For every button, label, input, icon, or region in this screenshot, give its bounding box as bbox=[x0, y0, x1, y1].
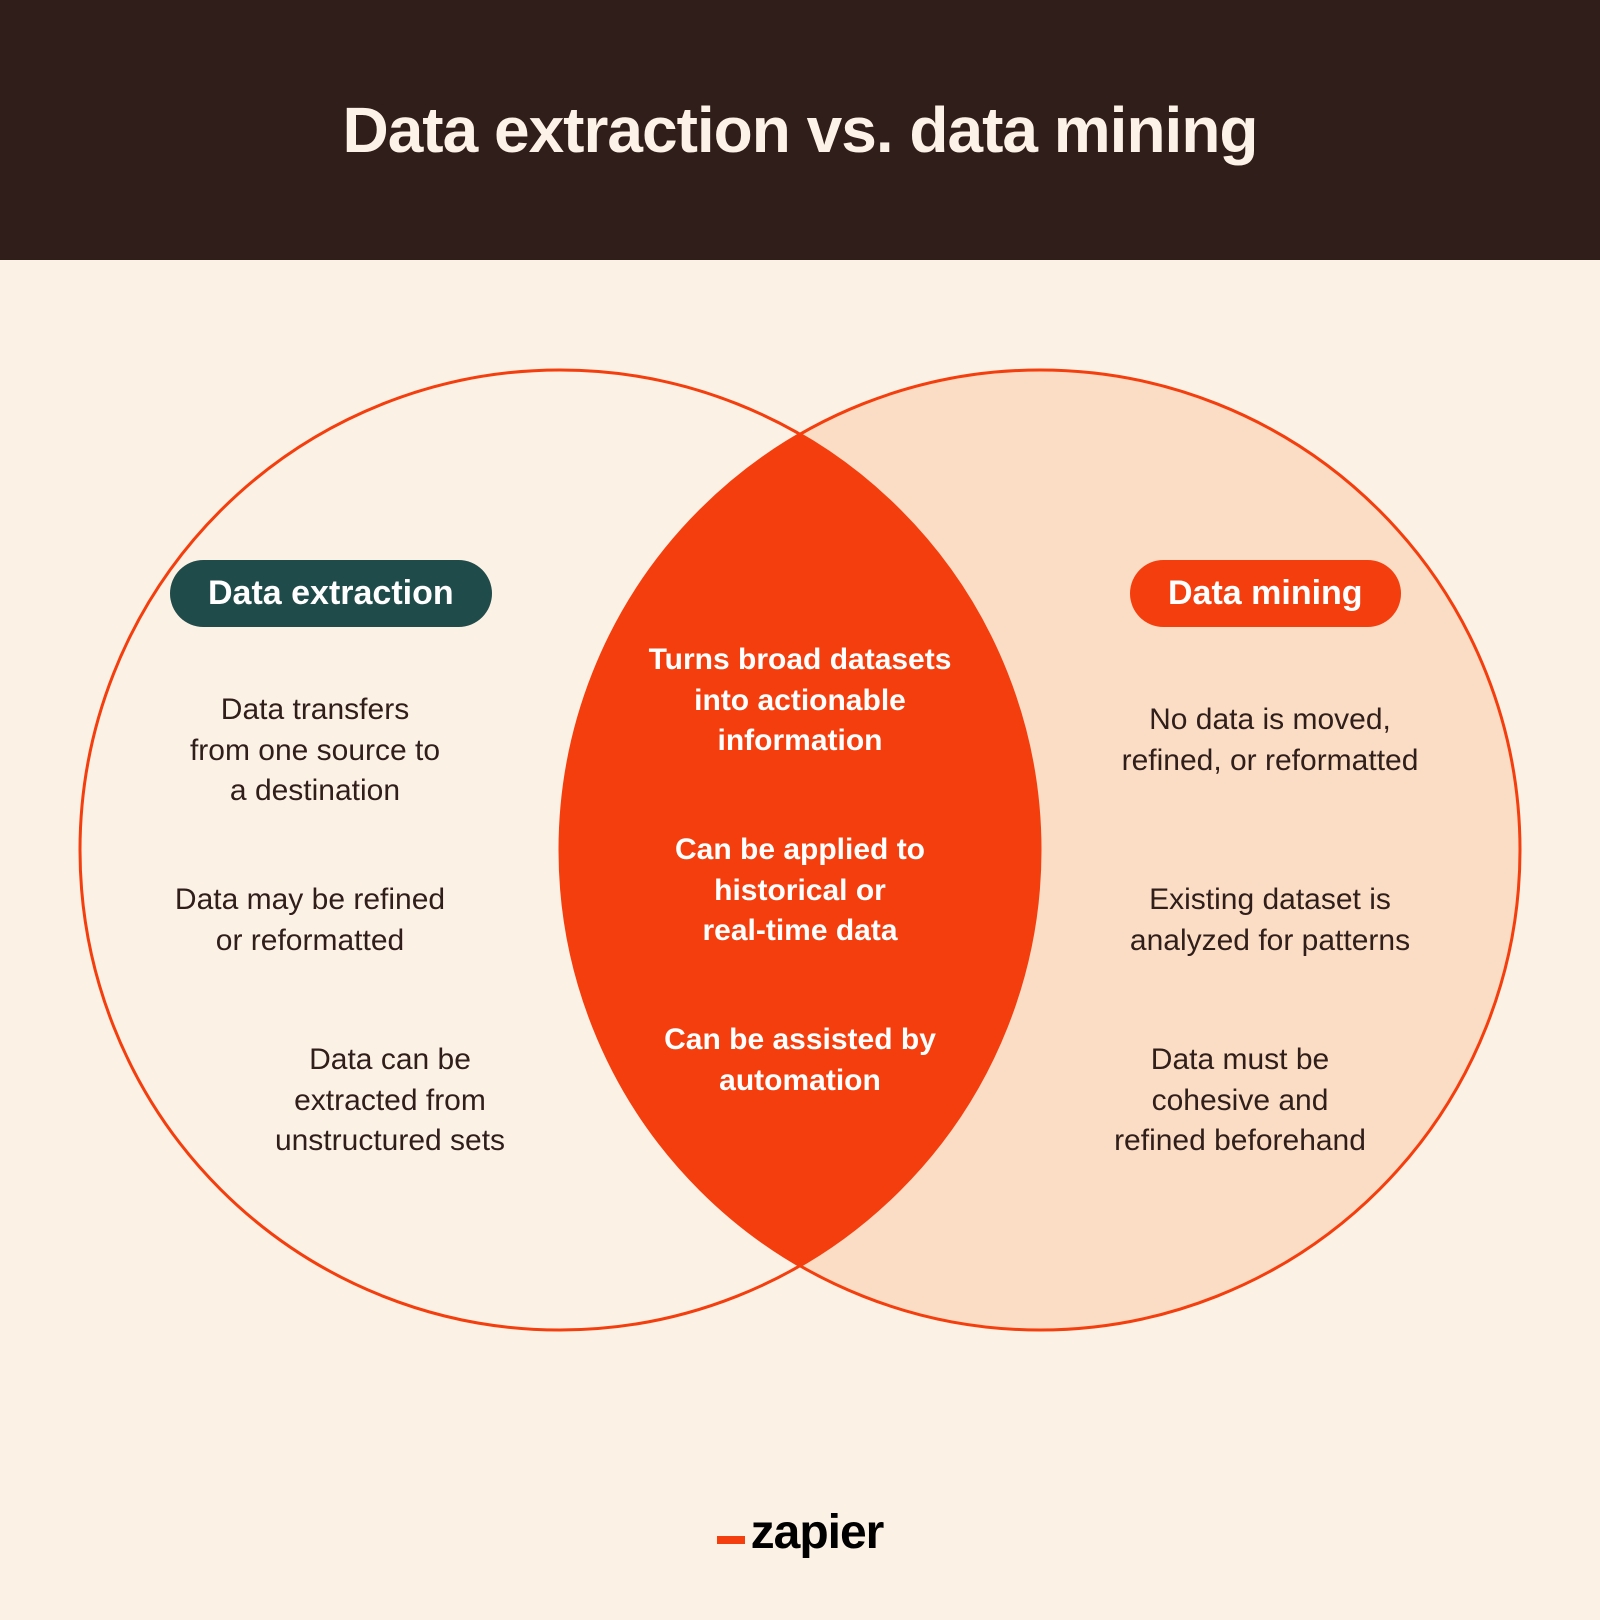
center-item-0: Turns broad datasetsinto actionableinfor… bbox=[630, 640, 970, 762]
center-item-2: Can be assisted byautomation bbox=[650, 1020, 950, 1101]
right-pill: Data mining bbox=[1130, 560, 1401, 627]
left-item-2: Data can beextracted fromunstructured se… bbox=[230, 1040, 550, 1162]
center-item-1: Can be applied tohistorical orreal-time … bbox=[650, 830, 950, 952]
left-pill-label: Data extraction bbox=[208, 574, 454, 612]
left-pill: Data extraction bbox=[170, 560, 492, 627]
left-item-0: Data transfersfrom one source toa destin… bbox=[150, 690, 480, 812]
page-title: Data extraction vs. data mining bbox=[342, 93, 1257, 167]
header-bar: Data extraction vs. data mining bbox=[0, 0, 1600, 260]
infographic-container: Data extraction vs. data mining Data ext… bbox=[0, 0, 1600, 1620]
venn-diagram: Data extraction Data mining Data transfe… bbox=[0, 260, 1600, 1440]
right-pill-label: Data mining bbox=[1168, 574, 1363, 612]
right-item-0: No data is moved,refined, or reformatted bbox=[1080, 700, 1460, 781]
left-item-1: Data may be refinedor reformatted bbox=[130, 880, 490, 961]
logo-underscore-icon bbox=[717, 1536, 745, 1544]
footer: zapier bbox=[0, 1505, 1600, 1560]
logo-text: zapier bbox=[751, 1505, 884, 1560]
zapier-logo: zapier bbox=[717, 1505, 884, 1560]
right-item-2: Data must becohesive andrefined beforeha… bbox=[1070, 1040, 1410, 1162]
right-item-1: Existing dataset isanalyzed for patterns bbox=[1090, 880, 1450, 961]
